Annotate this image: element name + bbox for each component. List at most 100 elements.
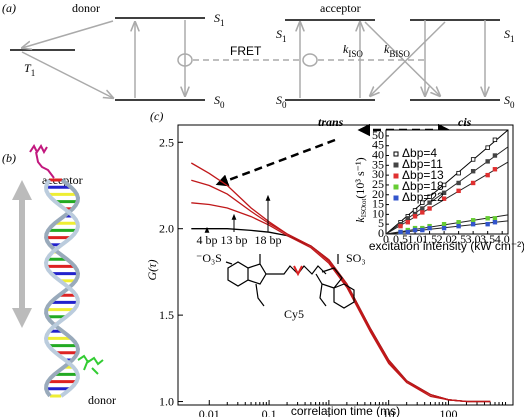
data-point (485, 216, 490, 221)
y-tick-label: 1.0 (159, 395, 174, 409)
coupling (177, 53, 193, 67)
data-point (470, 169, 476, 174)
legend-swatch (393, 184, 399, 190)
legend-label: Δbp=11 (402, 157, 443, 171)
cis-label: cis (458, 115, 472, 129)
coupling (302, 53, 318, 67)
inset-y-unit: (10³ s⁻¹) (353, 157, 367, 198)
s0-label: S0 (276, 93, 287, 110)
s1-label-sub: 1 (282, 34, 287, 44)
data-point (412, 214, 418, 219)
annotation-label: 18 bp (255, 233, 282, 247)
data-point (456, 223, 461, 229)
data-point (420, 227, 425, 233)
inset-y-sub: ISOtot (360, 199, 368, 218)
x-axis-label: correlation time (ms) (291, 404, 400, 417)
k-iso-main: k (343, 42, 349, 56)
y-tick-label: 45 (372, 138, 384, 152)
s1-label-main: S (276, 27, 282, 41)
data-point (420, 200, 425, 205)
t1-label: T1 (24, 61, 35, 78)
data-point (456, 180, 461, 186)
data-point (492, 216, 498, 221)
annotation-label: 13 bp (221, 233, 248, 247)
cy5-structure (225, 254, 355, 309)
s1-label: S1 (276, 27, 287, 44)
data-point (441, 221, 447, 227)
data-point (492, 167, 498, 172)
k-biso: kBISO (384, 42, 410, 59)
x-tick-label: 100 (439, 407, 457, 417)
data-point (441, 225, 447, 231)
y-tick-label: 10 (372, 206, 384, 220)
data-point (441, 196, 447, 201)
s0-label-main: S (504, 93, 510, 107)
group-label: SO₃ (346, 251, 366, 265)
data-point (485, 172, 490, 178)
y-tick-label: 40 (372, 148, 384, 162)
data-point (405, 216, 410, 221)
x-tick-label: 1 (326, 407, 332, 417)
legend-label: Δbp=22 (402, 190, 444, 204)
data-point (441, 190, 447, 195)
transition (21, 51, 113, 98)
data-point (427, 200, 432, 205)
y-tick-label: 35 (372, 157, 384, 171)
y-tick-label: 30 (372, 167, 384, 181)
x-tick-label: 3.0 (466, 232, 481, 246)
y-tick-label: 50 (372, 128, 384, 142)
y-tick-label: 0 (378, 226, 384, 240)
s1-label: S1 (504, 27, 515, 44)
s0-label-main: S (214, 93, 220, 107)
data-point (427, 225, 432, 231)
trans-label: trans (318, 115, 344, 129)
data-point (456, 188, 461, 194)
data-point (485, 145, 490, 150)
legend-label: Δbp=18 (402, 179, 444, 193)
panel-label: (b) (2, 151, 16, 165)
transition (22, 20, 114, 48)
legend-swatch (393, 151, 399, 157)
data-point (441, 182, 447, 188)
k-biso-sub: BISO (389, 49, 410, 59)
inset-x-label: excitation intensity (kW cm⁻²) (369, 239, 524, 253)
legend-label: Δbp=4 (402, 146, 437, 160)
t1-label-main: T (24, 61, 32, 75)
arrow-head (12, 180, 32, 200)
legend-label: Δbp=13 (402, 168, 444, 182)
y-tick-label: 2.0 (159, 222, 174, 236)
cy5-highlight (293, 265, 303, 277)
data-point (412, 208, 418, 213)
backbone (44, 178, 81, 398)
s0-label: S0 (214, 93, 225, 110)
backbone (43, 178, 80, 398)
correlation-curve (191, 228, 491, 403)
donor-label: donor (88, 393, 116, 407)
legend-swatch (393, 195, 399, 201)
y-tick-label: 2.5 (159, 135, 174, 149)
inset-y-label: kISOtot(10³ s⁻¹) (353, 157, 368, 222)
s0-label-sub: 0 (510, 100, 515, 110)
data-point (398, 229, 403, 235)
t1-label-sub: 1 (31, 68, 36, 78)
data-point (405, 229, 410, 235)
y-tick-label: 20 (372, 187, 384, 201)
x-tick-label: 0.1 (262, 407, 277, 417)
y-tick-label: 5 (378, 216, 384, 230)
data-point (470, 157, 476, 162)
s1-label-main: S (504, 27, 510, 41)
arrow-head (12, 308, 32, 328)
s0-label-sub: 0 (282, 100, 287, 110)
data-point (470, 180, 476, 186)
x-tick-label: 2.5 (451, 232, 466, 246)
data-point (405, 220, 410, 225)
fret-label: FRET (230, 44, 262, 58)
data-point (485, 221, 490, 227)
acceptor-label: acceptor (320, 1, 361, 15)
y-tick-label: 15 (372, 197, 384, 211)
y-tick-label: 1.5 (159, 308, 174, 322)
data-point (427, 194, 432, 199)
data-point (412, 227, 418, 233)
s1-label-main: S (214, 11, 220, 25)
